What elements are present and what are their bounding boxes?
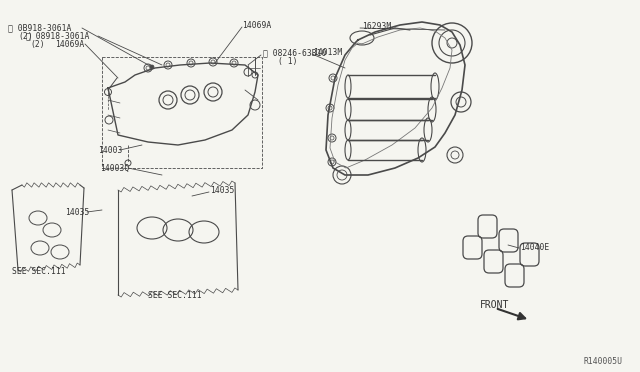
Text: 16293M: 16293M bbox=[362, 22, 391, 31]
Text: (2): (2) bbox=[30, 39, 45, 48]
Text: SEE SEC.111: SEE SEC.111 bbox=[148, 291, 202, 299]
Text: 14069A: 14069A bbox=[55, 39, 84, 48]
Text: ( 1): ( 1) bbox=[278, 57, 298, 65]
Text: 14069A: 14069A bbox=[242, 20, 271, 29]
Text: 14040E: 14040E bbox=[520, 244, 549, 253]
Text: 14035: 14035 bbox=[210, 186, 234, 195]
Text: 14035: 14035 bbox=[65, 208, 90, 217]
Text: Ⓢ 08246-63B10: Ⓢ 08246-63B10 bbox=[263, 48, 326, 58]
Text: 14013M: 14013M bbox=[313, 48, 342, 57]
Text: FRONT: FRONT bbox=[480, 300, 509, 310]
Circle shape bbox=[150, 65, 154, 69]
Text: (2): (2) bbox=[18, 32, 33, 41]
Text: Ⓝ 0B918-3061A: Ⓝ 0B918-3061A bbox=[8, 23, 72, 32]
Text: R140005U: R140005U bbox=[583, 357, 622, 366]
Text: Ⓑ 08918-3061A: Ⓑ 08918-3061A bbox=[26, 32, 90, 41]
Text: 14003Q: 14003Q bbox=[100, 164, 129, 173]
Text: 14003: 14003 bbox=[98, 145, 122, 154]
Text: SEE SEC.111: SEE SEC.111 bbox=[12, 267, 66, 276]
